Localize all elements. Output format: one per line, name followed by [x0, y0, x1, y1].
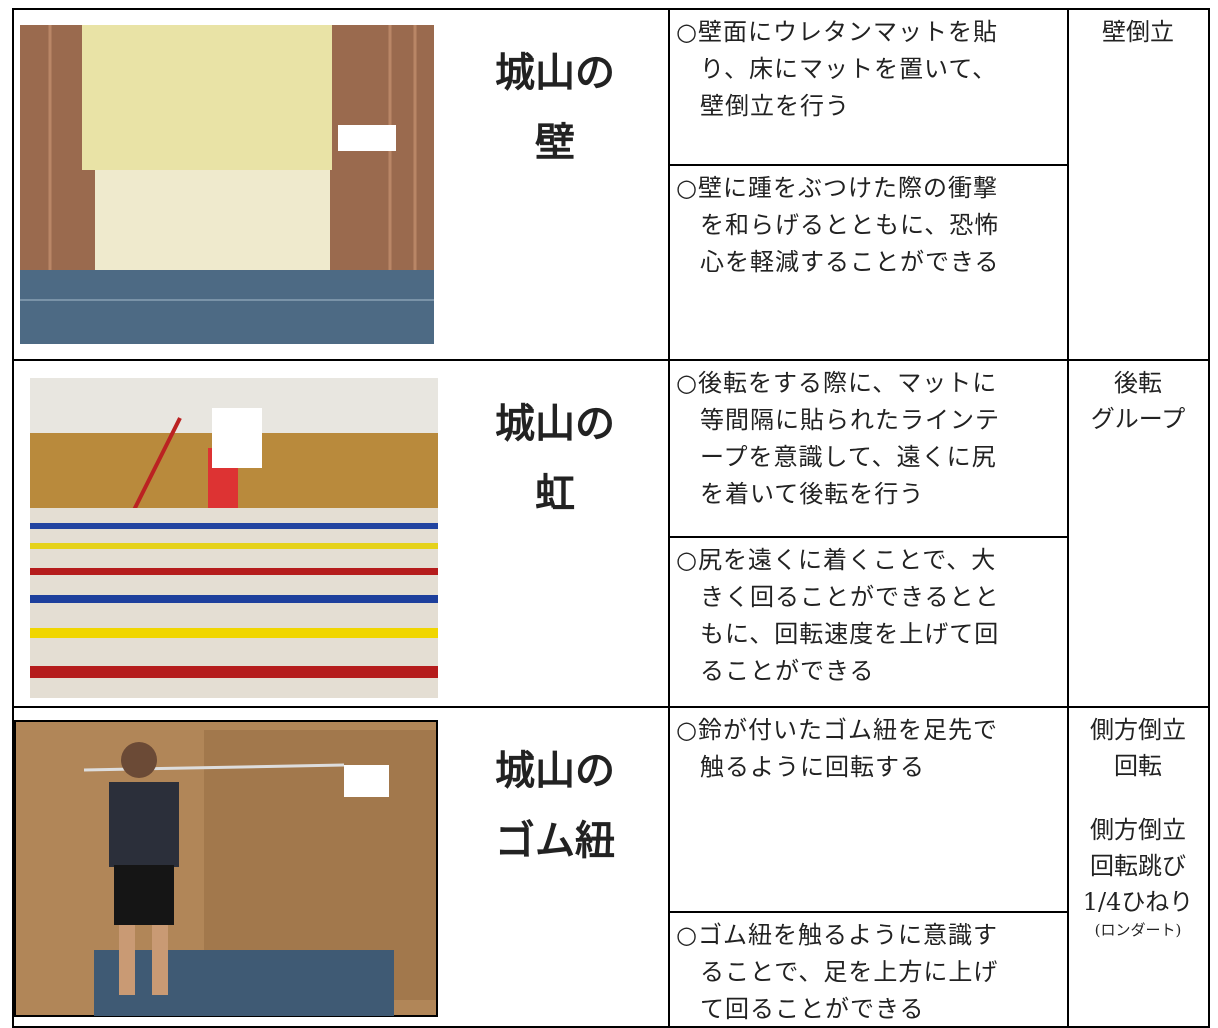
name-line: 虹	[535, 471, 575, 517]
border	[668, 164, 1068, 166]
desc-line: ることで、足を上方に上げ	[700, 958, 999, 986]
desc-line: ○壁に踵をぶつけた際の衝撃	[676, 174, 998, 202]
name-line: 城山の	[495, 50, 615, 96]
name-line: 城山の	[495, 748, 615, 794]
skill: 側方倒立 回転 側方倒立 回転跳び 1/4ひねり (ロンダート)	[1068, 712, 1208, 940]
photo	[14, 720, 438, 1017]
name-line: 壁	[535, 120, 575, 166]
desc-line: ることができる	[700, 657, 875, 685]
border	[12, 8, 14, 1028]
border	[668, 536, 1068, 538]
desc-line: ○ゴム紐を触るように意識す	[676, 921, 998, 949]
photo	[30, 378, 438, 698]
desc-line: を着いて後転を行う	[700, 480, 925, 508]
border	[12, 8, 1210, 10]
description: ○後転をする際に、マットに等間隔に貼られたラインテ ープを意識して、遠くに尻 を着い…	[676, 365, 1000, 513]
border	[12, 1026, 1210, 1028]
border	[1208, 8, 1210, 1028]
desc-line: 心を軽減することができる	[700, 248, 1000, 276]
skill-line: 側方倒立	[1090, 716, 1186, 744]
skill-line: 後転	[1114, 369, 1162, 397]
desc-line: て回ることができる	[700, 995, 925, 1023]
desc-line: を和らげるとともに、恐怖	[700, 211, 1000, 239]
desc-line: ○壁面にウレタンマットを貼	[676, 18, 998, 46]
desc-line: ○鈴が付いたゴム紐を足先で	[676, 716, 998, 744]
item-name: 城山の壁	[470, 38, 640, 178]
skill: 後転 グループ	[1068, 365, 1208, 437]
description: ○尻を遠くに着くことで、大きく回ることができるとと もに、回転速度を上げて回 ること…	[676, 542, 1000, 690]
border	[668, 8, 670, 1028]
desc-line: 等間隔に貼られたラインテ	[700, 406, 1000, 434]
border	[668, 911, 1068, 913]
border	[12, 706, 1210, 708]
desc-line: ○尻を遠くに着くことで、大	[676, 546, 997, 574]
skill-line: 1/4ひねり	[1082, 888, 1194, 916]
skill-line: 側方倒立	[1090, 816, 1186, 844]
skill-note: (ロンダート)	[1094, 921, 1182, 939]
description: ○ゴム紐を触るように意識することで、足を上方に上げ て回ることができる	[676, 917, 998, 1028]
name-line: 城山の	[495, 401, 615, 447]
desc-line: きく回ることができるとと	[700, 583, 1000, 611]
spacer	[1068, 784, 1208, 812]
desc-line: ープを意識して、遠くに尻	[700, 443, 997, 471]
border	[12, 359, 1210, 361]
skill-line: グループ	[1090, 405, 1186, 433]
skill-line: 回転跳び	[1090, 852, 1186, 880]
skill-line: 壁倒立	[1102, 18, 1174, 46]
description: ○壁に踵をぶつけた際の衝撃を和らげるとともに、恐怖 心を軽減することができる	[676, 170, 1000, 281]
border	[1067, 8, 1069, 1028]
item-name: 城山の ゴム紐	[470, 736, 640, 876]
item-name: 城山の虹	[470, 389, 640, 529]
desc-line: ○後転をする際に、マットに	[676, 369, 998, 397]
skill-line: 回転	[1114, 752, 1162, 780]
description: ○鈴が付いたゴム紐を足先で触るように回転する	[676, 712, 998, 786]
desc-line: り、床にマットを置いて、	[700, 55, 998, 83]
skill: 壁倒立	[1068, 14, 1208, 50]
desc-line: 壁倒立を行う	[700, 92, 850, 120]
desc-line: 触るように回転する	[700, 753, 925, 781]
name-line: ゴム紐	[495, 818, 615, 864]
photo	[20, 25, 434, 344]
desc-line: もに、回転速度を上げて回	[700, 620, 1000, 648]
description: ○壁面にウレタンマットを貼り、床にマットを置いて、 壁倒立を行う	[676, 14, 998, 125]
